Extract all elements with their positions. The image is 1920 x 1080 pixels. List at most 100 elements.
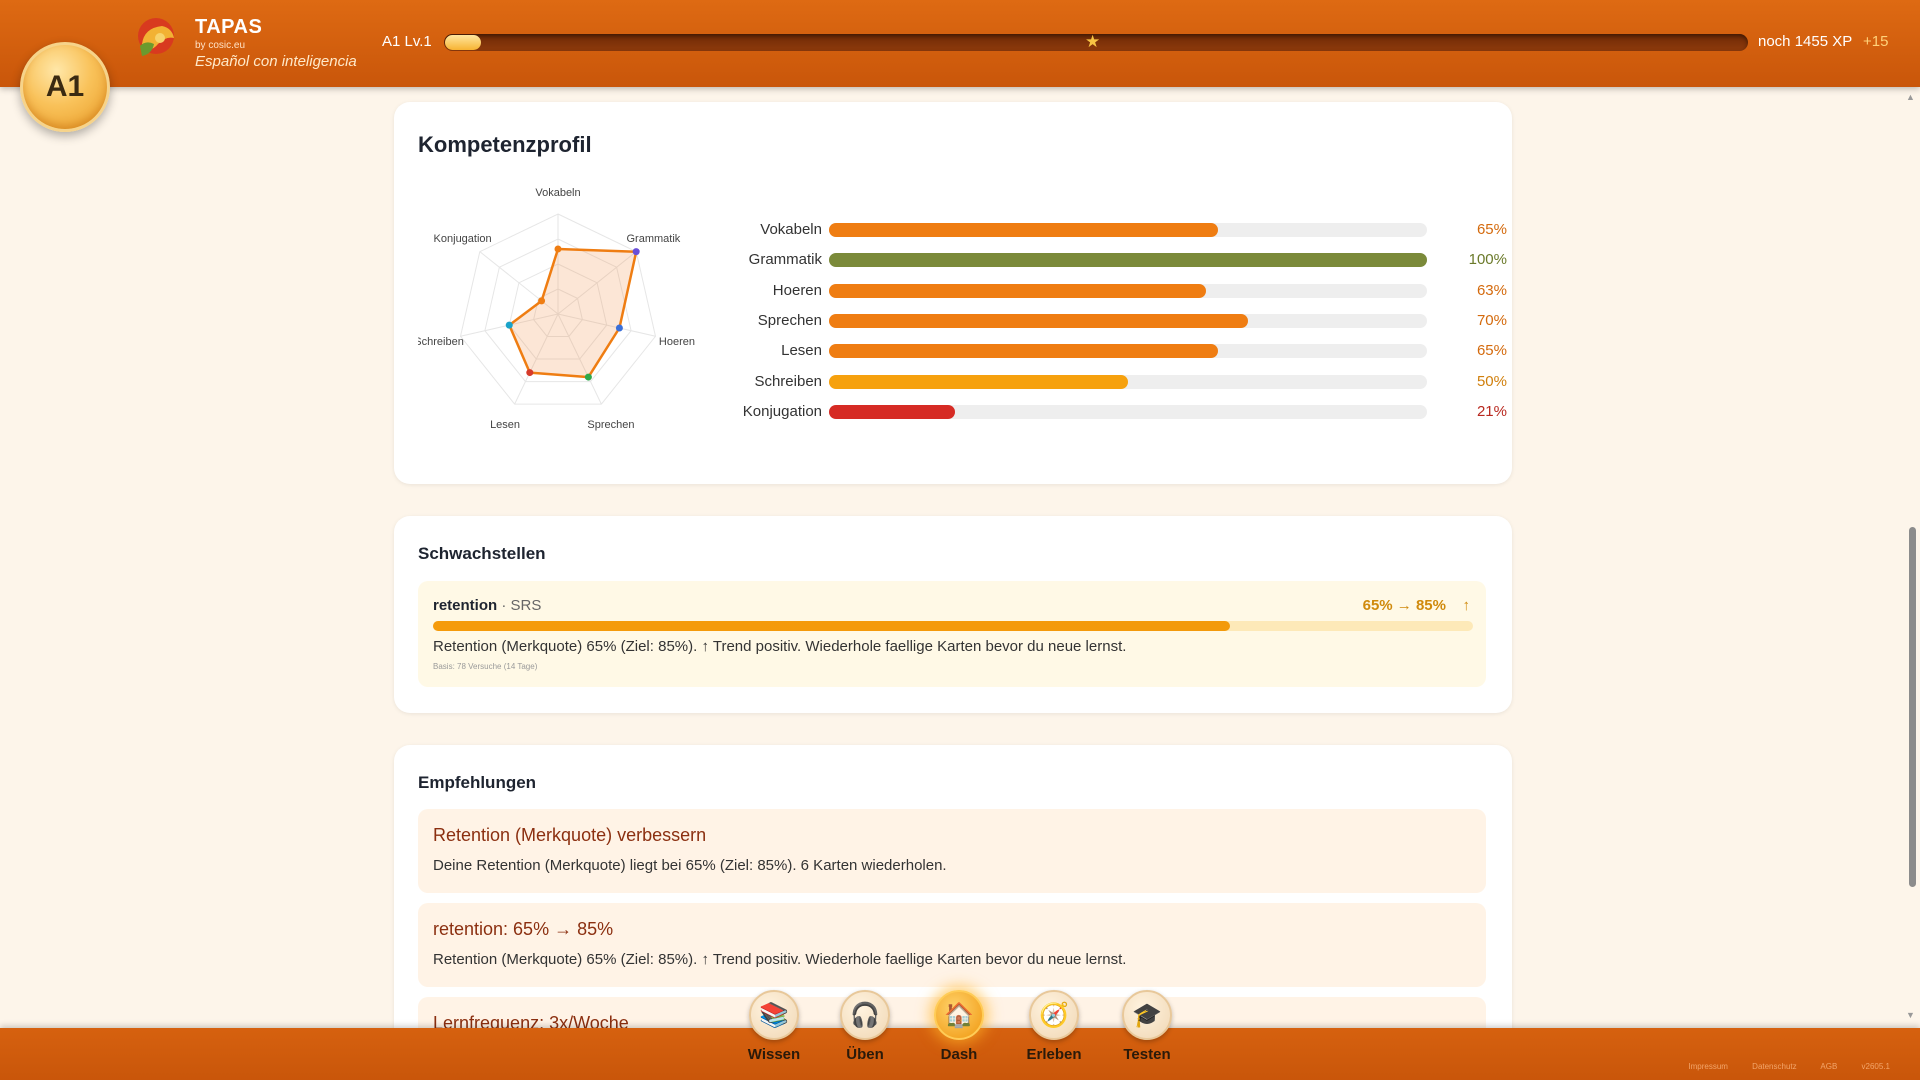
recommendation-title: Retention (Merkquote) verbessern: [433, 825, 707, 845]
skill-percent: 70%: [1476, 311, 1507, 329]
nav-label: Wissen: [747, 1046, 801, 1063]
skill-progress-fill: [829, 374, 1128, 389]
radar-label: Lesen: [490, 419, 520, 431]
radar-point: [554, 245, 562, 253]
nav-label: Erleben: [1026, 1046, 1082, 1063]
recommendation-item[interactable]: retention: 65% → 85% Retention (Merkquot…: [418, 903, 1486, 987]
skill-row-lesen: Lesen 65%: [394, 341, 1512, 361]
skill-progress-bar: [829, 283, 1427, 298]
radar-label: Hoeren: [659, 336, 695, 348]
weakness-description: Retention (Merkquote) 65% (Ziel: 85%). ↑…: [433, 638, 1127, 655]
radar-point: [526, 369, 534, 377]
skill-row-vokabeln: Vokabeln 65%: [394, 220, 1512, 240]
nav-label: Testen: [1123, 1046, 1171, 1063]
level-label: A1 Lv.1: [382, 33, 432, 50]
skill-row-schreiben: Schreiben 50%: [394, 372, 1512, 392]
skill-progress-fill: [829, 253, 1427, 268]
radar-point: [505, 321, 513, 329]
radar-point: [538, 297, 546, 305]
skill-percent: 63%: [1476, 281, 1507, 299]
weakness-progress-fill: [433, 621, 1230, 631]
brand-by: by cosic.eu: [195, 40, 246, 51]
empfehlungen-card: Empfehlungen Retention (Merkquote) verbe…: [394, 745, 1512, 1065]
radar-label: Konjugation: [434, 233, 492, 245]
skill-progress-fill: [829, 223, 1218, 237]
skill-progress-bar: [829, 313, 1427, 328]
radar-point: [632, 248, 640, 256]
weakness-key: retention · SRS: [433, 597, 541, 614]
compass-icon: 🧭: [1029, 990, 1079, 1040]
radar-grid: [459, 213, 657, 405]
skill-row-grammatik: Grammatik 100%: [394, 250, 1512, 270]
skill-row-sprechen: Sprechen 70%: [394, 311, 1512, 331]
radar-axis: [479, 251, 559, 315]
top-bar: TAPAS by cosic.eu Español con inteligenc…: [0, 0, 1920, 87]
radar-label: Sprechen: [587, 419, 634, 431]
nav-label: Dash: [940, 1046, 978, 1063]
footer-links[interactable]: Impressum Datenschutz AGB v2605.1: [1688, 1062, 1890, 1071]
radar-point: [584, 373, 592, 381]
books-icon: 📚: [749, 990, 799, 1040]
scrollbar-thumb[interactable]: [1909, 527, 1916, 887]
radar-labels: Vokabeln Grammatik Hoeren Sprechen Lesen Schr…: [418, 187, 695, 431]
radar-grid-ring: [484, 238, 632, 383]
recommendation-description: Retention (Merkquote) 65% (Ziel: 85%). ↑…: [433, 951, 1127, 968]
schwachstellen-title: Schwachstellen: [418, 544, 546, 563]
brand-name: TAPAS: [195, 16, 263, 38]
radar-axis: [557, 313, 602, 405]
skill-progress-bar: [829, 223, 1427, 237]
level-badge[interactable]: A1: [20, 42, 110, 132]
radar-axis: [557, 313, 656, 337]
skill-label: Konjugation: [742, 402, 822, 420]
tapas-logo-icon: [138, 18, 174, 56]
nav-dash[interactable]: 🏠 Dash: [919, 990, 999, 1063]
skill-progress-fill: [829, 313, 1248, 328]
xp-progress-fill: [445, 35, 481, 50]
nav-erleben[interactable]: 🧭 Erleben: [1014, 990, 1094, 1063]
radar-label: Vokabeln: [535, 187, 580, 199]
weakness-item[interactable]: retention · SRS 65% → 85% ↑ Retention (M…: [418, 581, 1486, 687]
skill-progress-bar: [829, 374, 1427, 389]
headphones-icon: 🎧: [840, 990, 890, 1040]
radar-label: Grammatik: [626, 233, 680, 245]
radar-grid-ring: [533, 288, 583, 337]
level-badge-text: A1: [45, 70, 85, 103]
skill-progress-bar: [829, 344, 1427, 359]
weakness-key-text: retention: [433, 597, 498, 614]
scroll-up-arrow-icon[interactable]: ▲: [1906, 92, 1915, 102]
skill-label: Lesen: [781, 342, 822, 360]
nav-label: Üben: [846, 1046, 884, 1063]
brand[interactable]: TAPAS by cosic.eu Español con inteligenc…: [195, 16, 357, 70]
trend-up-icon: ↑: [1462, 597, 1471, 614]
skill-percent: 50%: [1476, 372, 1507, 390]
recommendation-item[interactable]: Retention (Merkquote) verbessern Deine R…: [418, 809, 1486, 893]
home-icon: 🏠: [934, 990, 984, 1040]
weakness-range: 65% → 85%: [1362, 597, 1446, 614]
nav-ueben[interactable]: 🎧 Üben: [825, 990, 905, 1063]
skill-label: Schreiben: [754, 372, 822, 390]
skill-label: Hoeren: [772, 281, 822, 299]
schwachstellen-card: Schwachstellen retention · SRS 65% → 85%…: [394, 516, 1512, 713]
skill-progress-bar: [829, 253, 1427, 268]
radar-axis: [514, 313, 559, 405]
skill-row-hoeren: Hoeren 63%: [394, 281, 1512, 301]
empfehlungen-title: Empfehlungen: [418, 773, 537, 792]
scroll-down-arrow-icon[interactable]: ▼: [1906, 1010, 1915, 1020]
skill-row-konjugation: Konjugation 21%: [394, 402, 1512, 422]
weakness-category: · SRS: [497, 597, 542, 614]
kompetenz-card: Kompetenzprofil Vokabeln Grammatik Hoeren S…: [394, 102, 1512, 484]
radar-point: [615, 324, 623, 332]
skill-label: Grammatik: [748, 251, 822, 269]
graduation-cap-icon: 🎓: [1122, 990, 1172, 1040]
skill-label: Vokabeln: [760, 221, 822, 238]
nav-testen[interactable]: 🎓 Testen: [1107, 990, 1187, 1063]
radar-points: [505, 245, 640, 381]
skill-progress-fill: [829, 283, 1206, 298]
skill-label: Sprechen: [757, 311, 822, 329]
nav-wissen[interactable]: 📚 Wissen: [734, 990, 814, 1063]
weakness-progress-bar: [433, 621, 1473, 631]
xp-progress-bar: [444, 34, 1748, 51]
brand-tagline: Español con inteligencia: [195, 53, 357, 70]
skill-percent: 21%: [1476, 402, 1507, 420]
radar-chart: Vokabeln Grammatik Hoeren Sprechen Lesen Schr…: [418, 187, 695, 431]
